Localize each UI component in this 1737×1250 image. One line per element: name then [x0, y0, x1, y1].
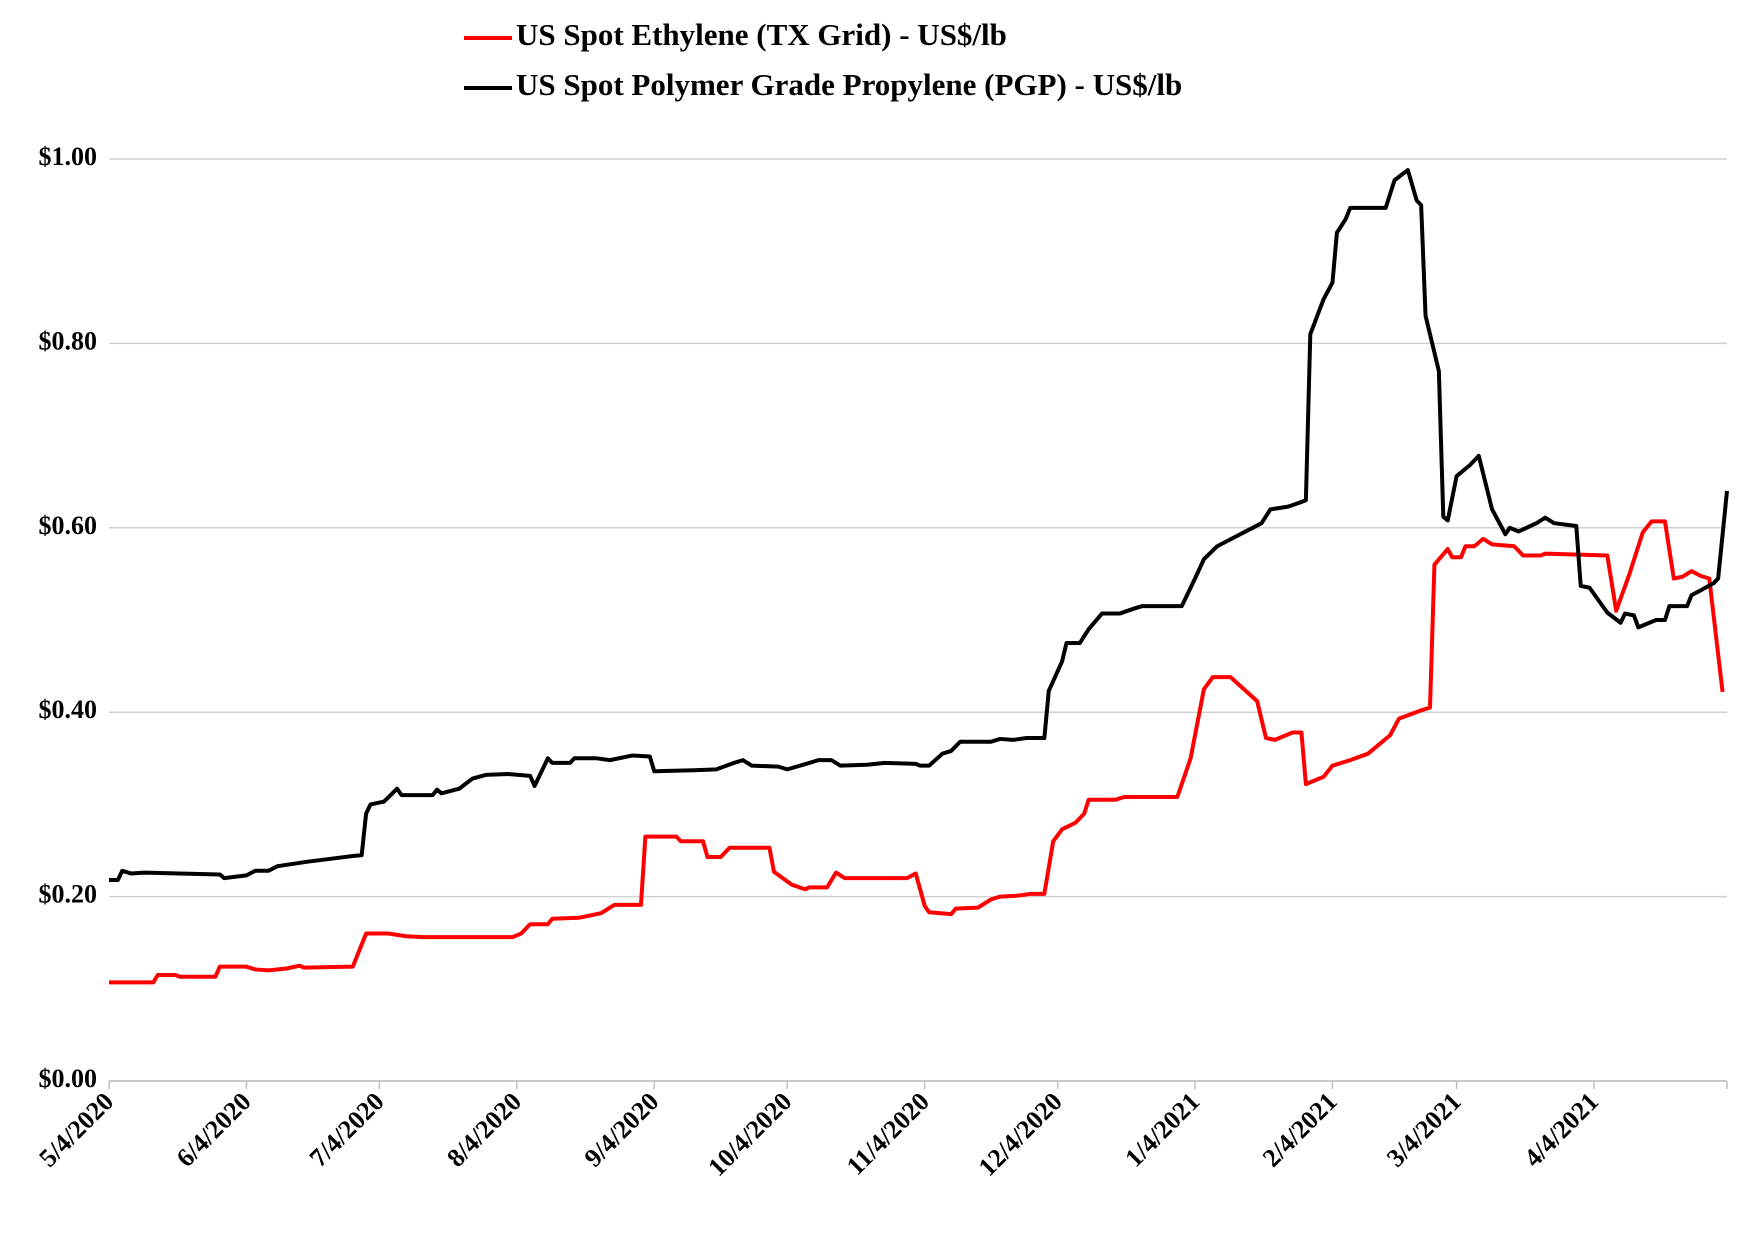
x-tick-label: 1/4/2021: [1119, 1087, 1205, 1173]
x-tick-label: 2/4/2021: [1257, 1087, 1343, 1173]
x-tick-label: 8/4/2020: [441, 1087, 527, 1173]
x-tick-label: 5/4/2020: [33, 1087, 119, 1173]
x-tick-label: 11/4/2020: [841, 1087, 935, 1181]
x-tick-label: 9/4/2020: [579, 1087, 665, 1173]
legend-label: US Spot Ethylene (TX Grid) - US$/lb: [516, 17, 1007, 52]
y-tick-label: $0.80: [39, 326, 98, 355]
series-line: [109, 519, 1725, 985]
x-tick-label: 4/4/2021: [1518, 1087, 1604, 1173]
y-tick-label: $0.00: [39, 1064, 98, 1093]
legend-label: US Spot Polymer Grade Propylene (PGP) - …: [516, 67, 1182, 102]
y-tick-label: $1.00: [39, 142, 98, 171]
x-tick-label: 7/4/2020: [304, 1087, 390, 1173]
x-tick-label: 10/4/2020: [702, 1087, 797, 1182]
y-tick-label: $0.60: [39, 511, 98, 540]
x-tick-label: 3/4/2021: [1381, 1087, 1467, 1173]
x-tick-label: 12/4/2020: [973, 1087, 1068, 1182]
y-tick-label: $0.20: [39, 880, 98, 909]
series-line: [109, 168, 1729, 882]
x-tick-label: 6/4/2020: [171, 1087, 257, 1173]
y-tick-label: $0.40: [39, 695, 98, 724]
